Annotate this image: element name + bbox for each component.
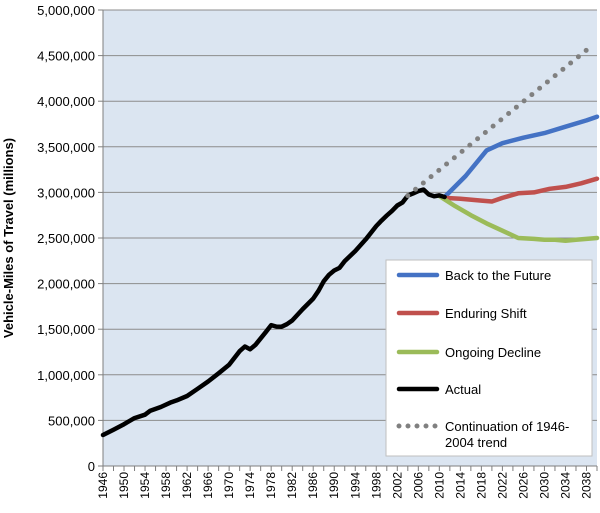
series-line-ongoing-decline (437, 193, 600, 243)
x-tick-label: 1994 (348, 472, 362, 499)
gridlines (103, 9, 597, 421)
y-tick-label: 2,500,000 (37, 231, 95, 246)
x-tick-label: 2010 (432, 472, 446, 499)
x-tick-label: 1946 (96, 472, 110, 499)
x-tick-label: 1970 (222, 472, 236, 499)
legend-label: Back to the Future (445, 268, 551, 283)
x-tick-label: 2006 (411, 472, 425, 499)
legend-label: Enduring Shift (445, 306, 527, 321)
x-tick-label: 1982 (285, 472, 299, 499)
x-tick-label: 1958 (159, 472, 173, 499)
series-line-enduring-shift (442, 176, 600, 204)
series-line-continuation-of-1946-2004-trend (405, 47, 589, 199)
y-tick-label: 2,000,000 (37, 277, 95, 292)
series-line-actual (100, 187, 447, 438)
x-tick-label: 2026 (516, 472, 530, 499)
x-tick-label: 2022 (495, 472, 509, 499)
x-tick-label: 2038 (579, 472, 593, 499)
x-tick-label: 1986 (306, 472, 320, 499)
x-tick-label: 1966 (201, 472, 215, 499)
x-tick-label: 2018 (474, 472, 488, 499)
y-tick-label: 4,500,000 (37, 49, 95, 64)
x-tick-label: 1974 (243, 472, 257, 499)
legend-label-line2: 2004 trend (445, 435, 507, 450)
x-axis: 1946 1950 1954 1958 1962 1966 1970 1974 1978 1982… (96, 465, 598, 499)
legend: Back to the Future Enduring Shift Ongoing … (385, 259, 593, 457)
y-tick-label: 0 (88, 459, 95, 474)
x-tick-label: 2002 (390, 472, 404, 499)
y-tick-label: 1,500,000 (37, 322, 95, 337)
x-tick-label: 2014 (453, 472, 467, 499)
x-tick-label: 1978 (264, 472, 278, 499)
x-tick-label: 1954 (138, 472, 152, 499)
series-lines (100, 47, 600, 438)
legend-label: Continuation of 1946- (445, 419, 569, 434)
y-tick-label: 4,000,000 (37, 94, 95, 109)
y-tick-label: 1,000,000 (37, 368, 95, 383)
x-tick-label: 1962 (180, 472, 194, 499)
y-tick-label: 500,000 (48, 413, 95, 428)
y-tick-label: 3,000,000 (37, 185, 95, 200)
x-tick-label: 2034 (558, 472, 572, 499)
x-tick-label: 1990 (327, 472, 341, 499)
series-line-back-to-the-future (442, 114, 600, 200)
legend-label: Ongoing Decline (445, 345, 541, 360)
y-axis: 0 500,000 1,000,000 1,500,000 2,000,000 2,500… (37, 3, 104, 474)
x-tick-label: 2030 (537, 472, 551, 499)
legend-label: Actual (445, 382, 481, 397)
x-tick-label: 1950 (117, 472, 131, 499)
legend-box (385, 259, 593, 457)
x-tick-label: 1998 (369, 472, 383, 499)
y-tick-label: 5,000,000 (37, 3, 95, 18)
y-axis-label: Vehicle-Miles of Travel (millions) (1, 138, 16, 338)
y-tick-label: 3,500,000 (37, 140, 95, 155)
